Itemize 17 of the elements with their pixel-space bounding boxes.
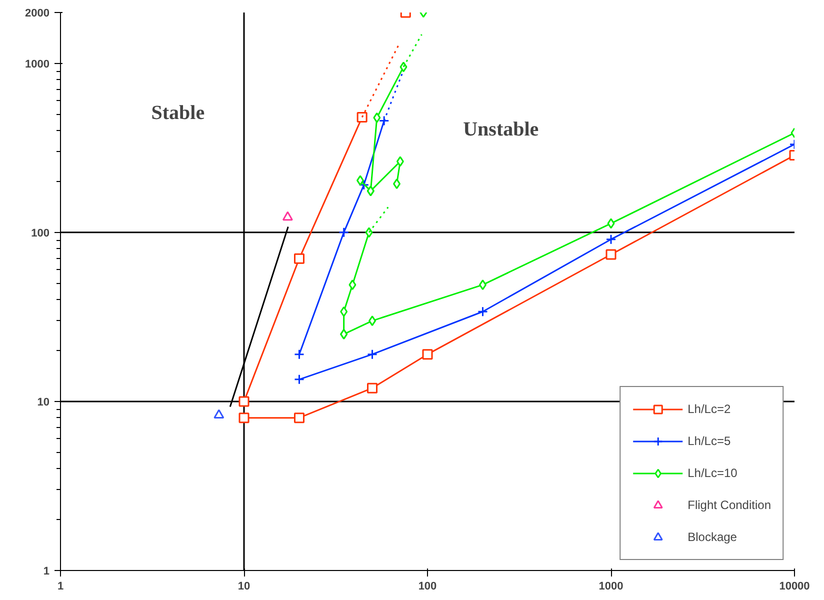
legend-label: Flight Condition — [688, 498, 771, 512]
x-tick-label: 10000 — [779, 580, 810, 592]
y-tick-label: 10 — [37, 396, 50, 408]
y-tick-label: 2000 — [25, 8, 50, 20]
legend-label: Blockage — [688, 530, 737, 544]
x-tick-label: 1 — [57, 580, 64, 592]
x-tick-label: 1000 — [598, 580, 624, 592]
legend-label: Lh/Lc=5 — [688, 434, 731, 448]
x-tick-label: 100 — [418, 580, 437, 592]
y-tick-label: 1000 — [25, 58, 50, 70]
annotation: Stable — [151, 102, 205, 124]
annotation: Unstable — [463, 118, 539, 141]
legend-label: Lh/Lc=2 — [688, 402, 731, 416]
y-tick-label: 100 — [31, 227, 50, 240]
x-tick-label: 10 — [238, 580, 250, 592]
legend-label: Lh/Lc=10 — [688, 466, 738, 480]
y-tick-label: 1 — [43, 566, 50, 578]
